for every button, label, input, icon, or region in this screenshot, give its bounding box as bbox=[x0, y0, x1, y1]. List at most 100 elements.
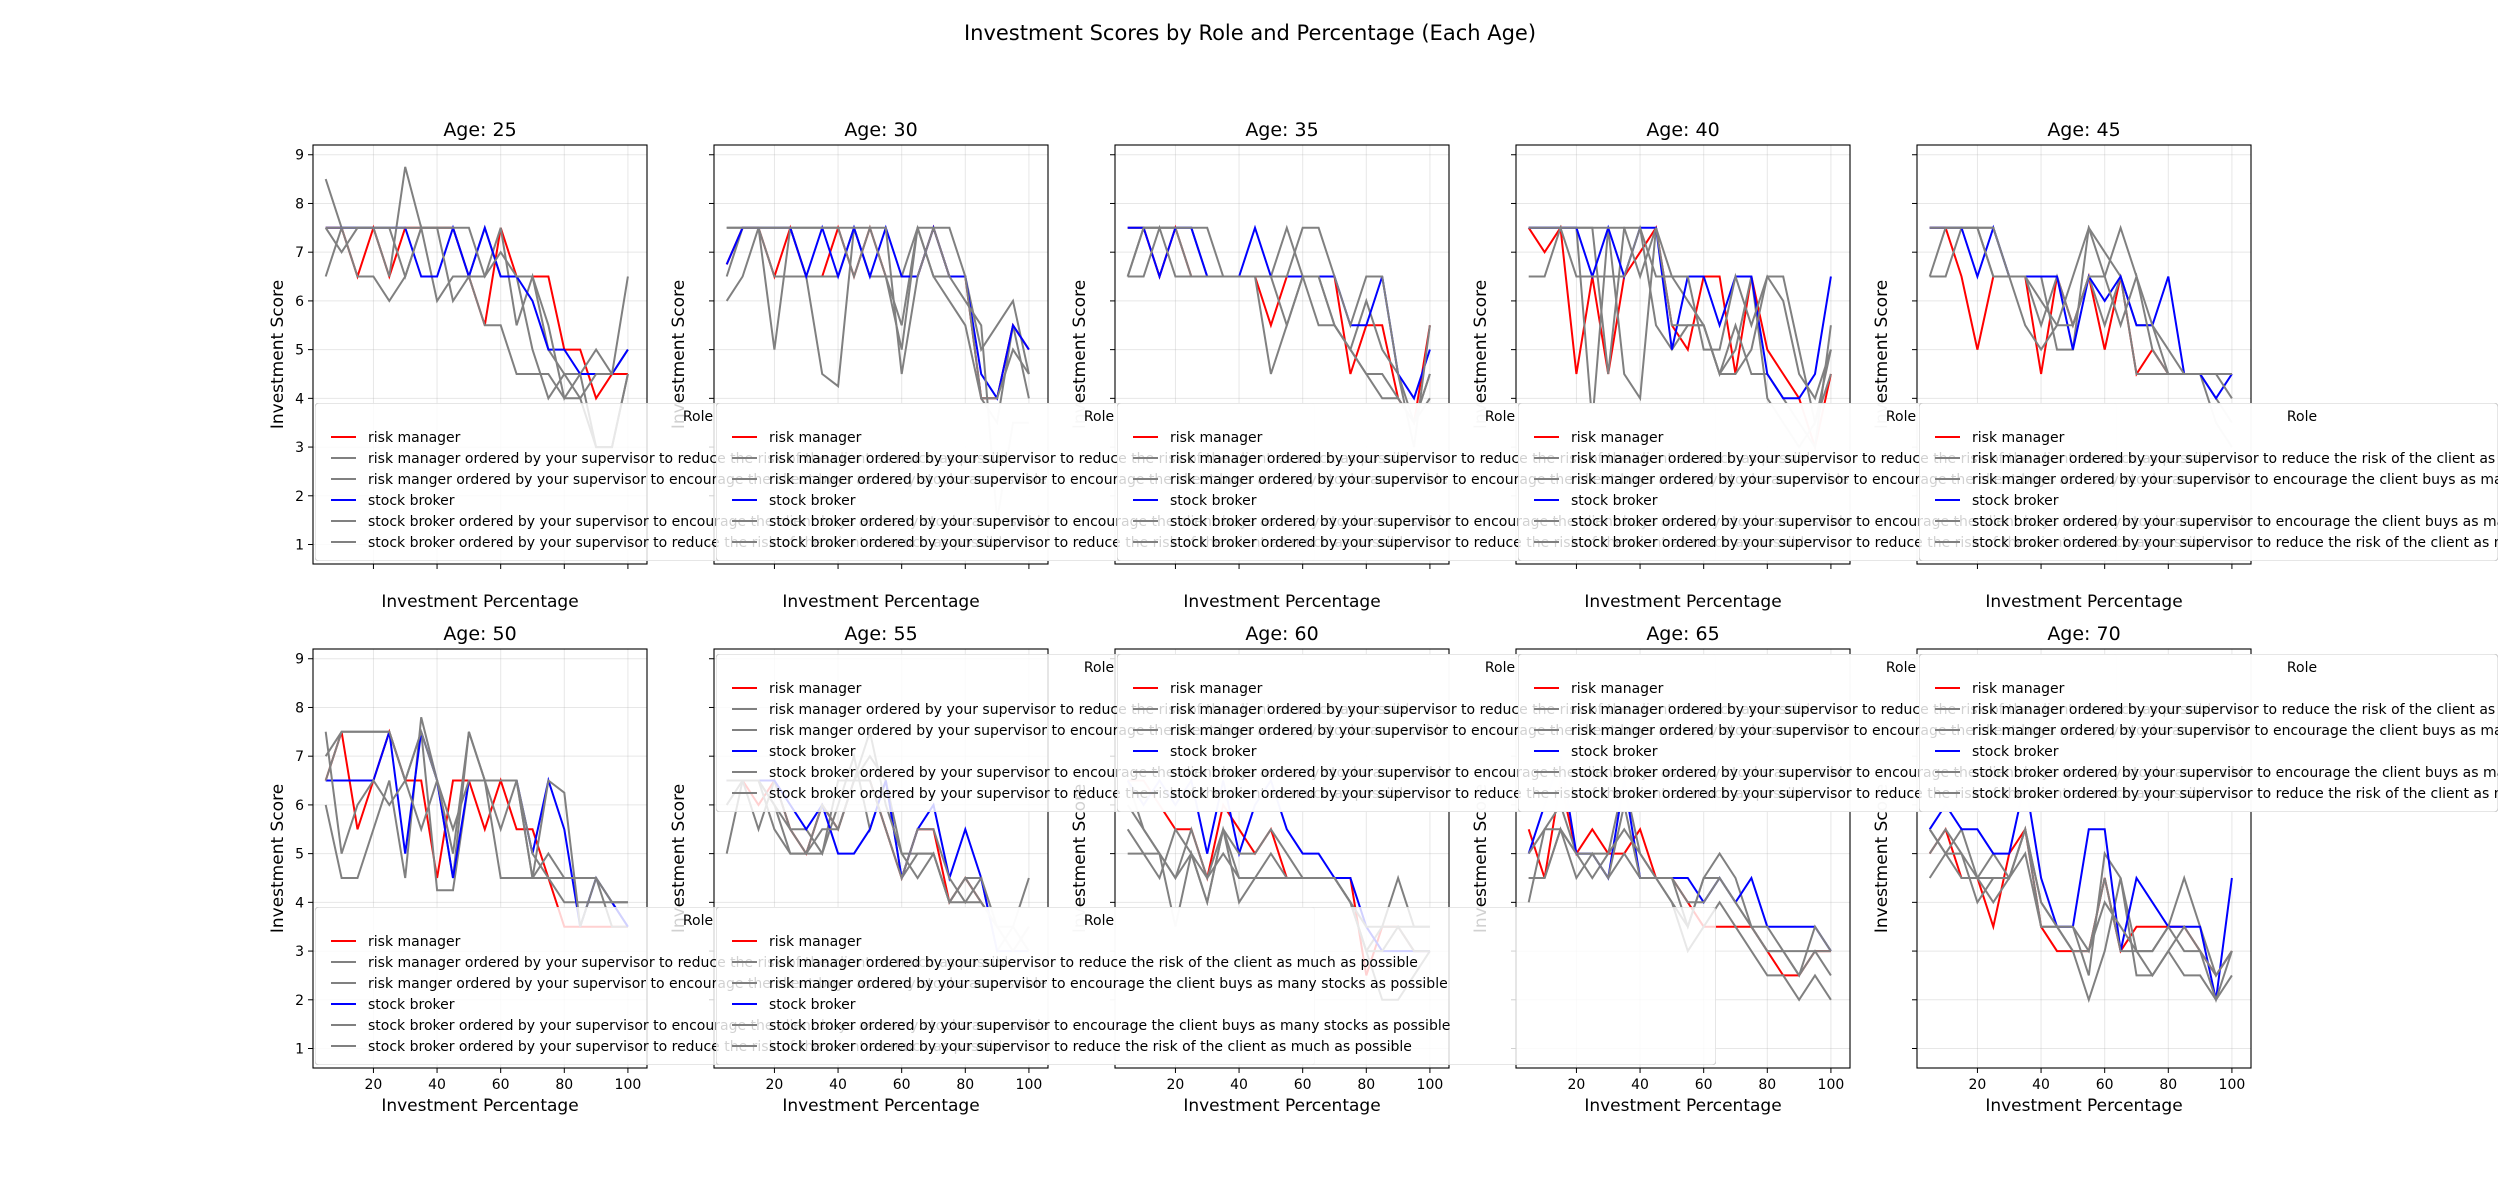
legend-title: Role bbox=[683, 913, 713, 929]
axes-frame bbox=[1114, 144, 1450, 565]
x-tick-label: 100 bbox=[1016, 1077, 1043, 1093]
legend-entry: risk manager ordered by your supervisor … bbox=[1972, 702, 2500, 718]
series-group bbox=[324, 166, 629, 449]
legend-entry: risk manger ordered by your supervisor t… bbox=[769, 976, 1448, 992]
series-line-5 bbox=[1127, 224, 1431, 425]
x-tick-label: 100 bbox=[1417, 1077, 1444, 1093]
series-line-3 bbox=[324, 716, 628, 928]
axes-frame bbox=[1515, 144, 1851, 565]
x-tick-label: 20 bbox=[1969, 1077, 1987, 1093]
legend-entry: stock broker bbox=[769, 493, 856, 509]
series-line-5 bbox=[324, 731, 628, 928]
y-axis-label: Investment Score bbox=[1471, 280, 1491, 429]
x-tick-label: 40 bbox=[1230, 1077, 1248, 1093]
y-tick-label: 4 bbox=[295, 895, 304, 911]
legend-entry: risk manager bbox=[1972, 430, 2065, 446]
series-line-6 bbox=[325, 226, 629, 449]
y-axis-label: Investment Score bbox=[1872, 280, 1892, 429]
legend-entry: stock broker bbox=[1170, 744, 1257, 760]
legend-entry: risk manger ordered by your supervisor t… bbox=[1972, 472, 2500, 488]
panel-title: Age: 30 bbox=[844, 119, 917, 141]
axes-frame bbox=[1515, 648, 1851, 1069]
legend-entry: risk manager ordered by your supervisor … bbox=[1972, 451, 2500, 467]
panel-title: Age: 65 bbox=[1646, 623, 1719, 645]
legend-entry: risk manager bbox=[1571, 430, 1664, 446]
series-line-4 bbox=[1929, 224, 2233, 401]
series-line-3 bbox=[725, 227, 1030, 389]
x-tick-label: 40 bbox=[1631, 1077, 1649, 1093]
legend-title: Role bbox=[1084, 913, 1114, 929]
series-line-5 bbox=[1928, 224, 2233, 399]
y-tick-label: 9 bbox=[295, 148, 304, 164]
legend-entry: stock broker bbox=[1972, 493, 2059, 509]
series-line-2 bbox=[1928, 825, 2233, 1004]
series-line-5 bbox=[1528, 224, 1832, 401]
series-line-3 bbox=[1126, 226, 1431, 426]
y-tick-label: 3 bbox=[295, 944, 304, 960]
y-axis-label: Investment Score bbox=[1070, 784, 1090, 933]
legend-entry: risk manager bbox=[1170, 430, 1263, 446]
legend-entry: risk manager bbox=[769, 934, 862, 950]
legend-box bbox=[716, 907, 1716, 1065]
x-axis-label: Investment Percentage bbox=[1584, 1096, 1781, 1116]
legend-body: Role risk manager risk manager ordered by … bbox=[716, 907, 1716, 1065]
x-tick-label: 20 bbox=[766, 1077, 784, 1093]
panel-title: Age: 60 bbox=[1245, 623, 1318, 645]
x-tick-label: 100 bbox=[2219, 1077, 2246, 1093]
x-tick-label: 60 bbox=[1695, 1077, 1713, 1093]
series-line-3 bbox=[324, 166, 629, 376]
panel-title: Age: 70 bbox=[2047, 623, 2120, 645]
x-tick-label: 40 bbox=[829, 1077, 847, 1093]
series-line-5 bbox=[1928, 825, 2233, 978]
panel-age-50: 20 40 60 80 100 1 2 3 4 5 6 7 8 9 Age: 50 Investment Pe… bbox=[268, 623, 648, 1116]
legend-entry: stock broker bbox=[1972, 744, 2059, 760]
x-tick-label: 80 bbox=[1758, 1077, 1776, 1093]
legend-entry: risk manager bbox=[1972, 681, 2065, 697]
series-line-6 bbox=[324, 728, 628, 904]
x-tick-label: 60 bbox=[893, 1077, 911, 1093]
legend-entry: stock broker bbox=[1170, 493, 1257, 509]
y-tick-label: 8 bbox=[295, 196, 304, 212]
legend: Role risk manager risk manager ordered by … bbox=[1919, 654, 2500, 812]
series-line-4 bbox=[1528, 224, 1832, 400]
panel-title: Age: 45 bbox=[2047, 119, 2120, 141]
y-tick-label: 2 bbox=[295, 489, 304, 505]
x-tick-label: 20 bbox=[1568, 1077, 1586, 1093]
legend-entry: risk manager bbox=[769, 430, 862, 446]
legend-entry: risk manager bbox=[1170, 681, 1263, 697]
y-axis-label: Investment Score bbox=[1070, 280, 1090, 429]
legend-entry: stock broker ordered by your supervisor … bbox=[769, 1018, 1450, 1034]
legend-title: Role bbox=[1485, 409, 1515, 425]
series-line-2 bbox=[324, 730, 629, 928]
x-axis-label: Investment Percentage bbox=[1985, 1096, 2182, 1116]
legend-box bbox=[1919, 654, 2498, 812]
series-line-4 bbox=[325, 731, 629, 928]
legend-box bbox=[1919, 403, 2498, 561]
y-axis-label: Investment Score bbox=[669, 784, 689, 933]
series-line-2 bbox=[1127, 224, 1431, 425]
y-tick-label: 3 bbox=[295, 440, 304, 456]
x-tick-label: 60 bbox=[2096, 1077, 2114, 1093]
x-tick-label: 80 bbox=[956, 1077, 974, 1093]
y-tick-label: 5 bbox=[295, 847, 304, 863]
series-group bbox=[324, 716, 629, 928]
x-axis-label: Investment Percentage bbox=[381, 592, 578, 612]
y-axis-label: Investment Score bbox=[1471, 784, 1491, 933]
series-group bbox=[725, 224, 1030, 521]
series-line-6 bbox=[1929, 224, 2232, 375]
legend-title: Role bbox=[1084, 660, 1114, 676]
legend-title: Role bbox=[2287, 660, 2317, 676]
series-line-6 bbox=[1527, 827, 1831, 953]
legend-title: Role bbox=[1886, 409, 1916, 425]
series-line-1 bbox=[1127, 224, 1431, 426]
legend-entry: stock broker bbox=[368, 997, 455, 1013]
y-tick-label: 1 bbox=[295, 1042, 304, 1058]
series-line-6 bbox=[1528, 226, 1832, 427]
x-tick-label: 80 bbox=[2159, 1077, 2177, 1093]
legend-body: Role risk manager risk manager ordered by … bbox=[1919, 403, 2500, 561]
series-line-4 bbox=[1928, 780, 2233, 1001]
legend-entry: stock broker bbox=[1571, 493, 1658, 509]
x-axis-label: Investment Percentage bbox=[1183, 1096, 1380, 1116]
y-axis-label: Investment Score bbox=[268, 784, 288, 933]
